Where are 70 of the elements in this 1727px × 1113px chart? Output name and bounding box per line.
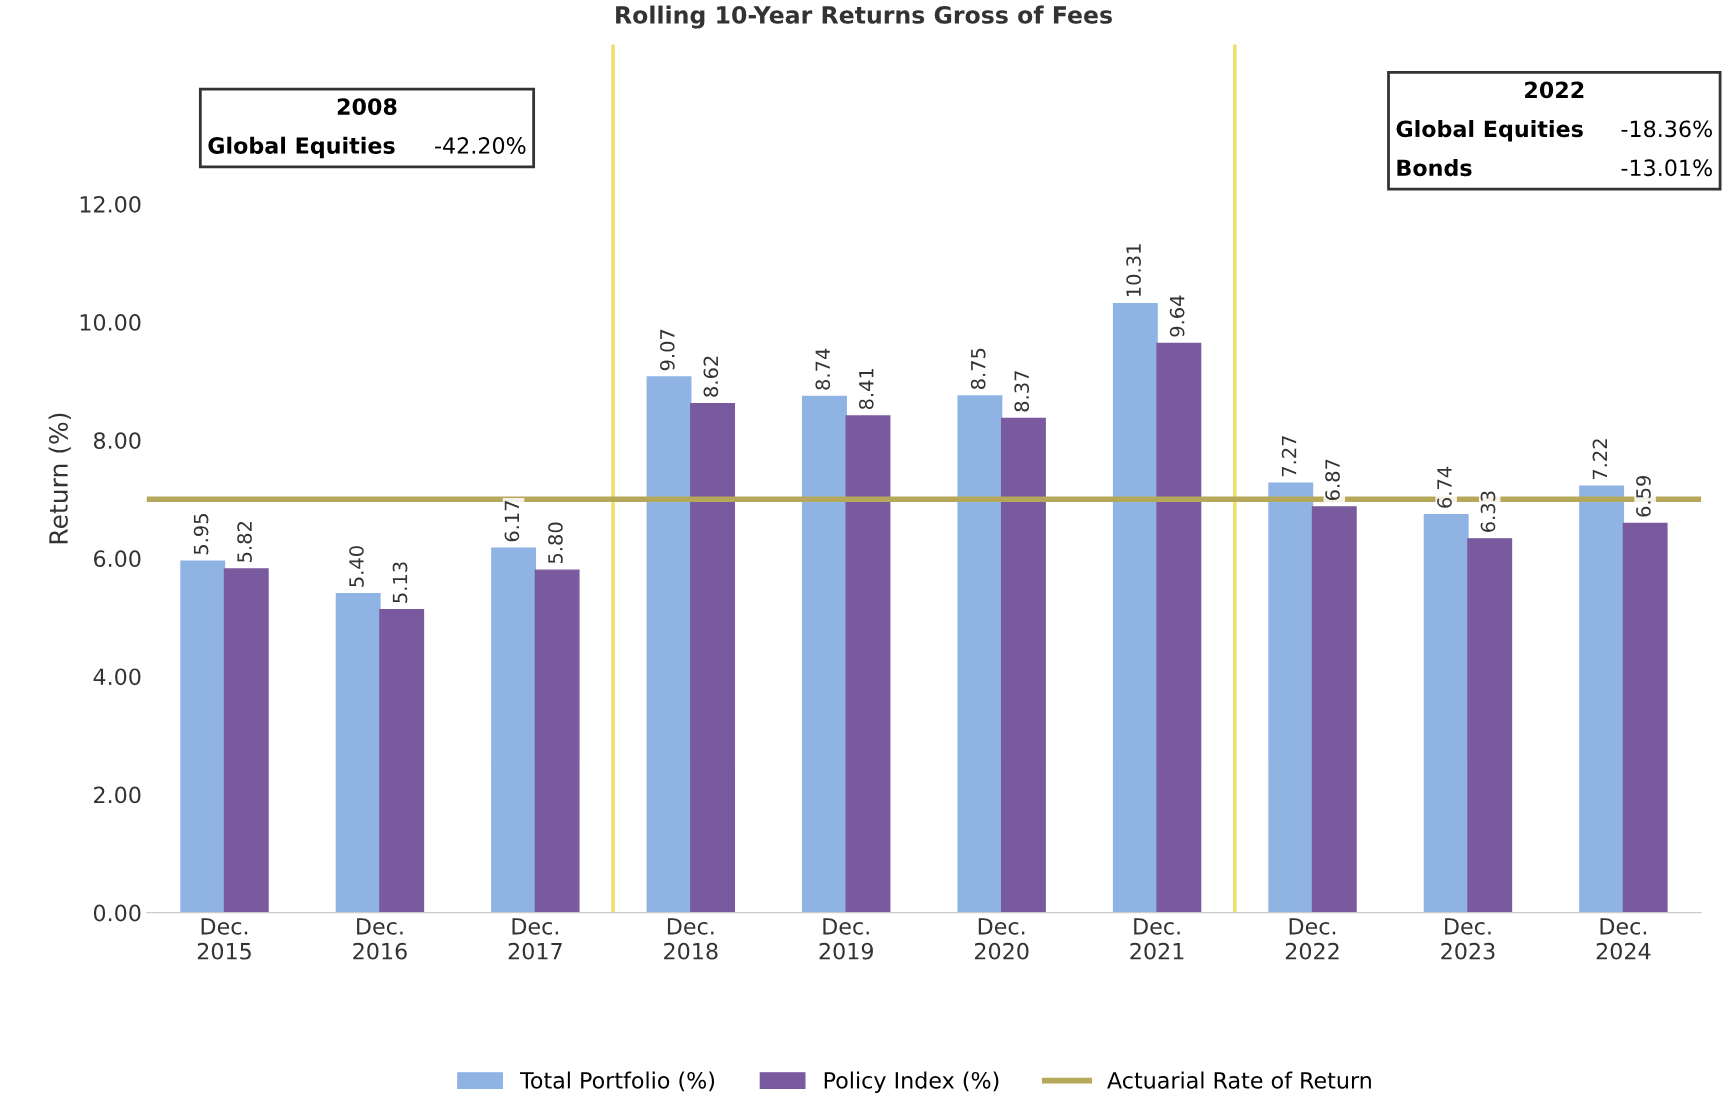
bar [1423, 513, 1469, 913]
data-label: 6.33 [1480, 491, 1496, 532]
legend-label: Actuarial Rate of Return [1107, 1071, 1371, 1089]
chart-title: Rolling 10-Year Returns Gross of Fees [616, 5, 1112, 29]
bar [379, 609, 425, 913]
legend-label: Total Portfolio (%) [519, 1071, 715, 1092]
legend-label: Policy Index (%) [824, 1071, 999, 1093]
bar [1311, 506, 1357, 913]
bar [534, 569, 580, 913]
bar [1579, 485, 1625, 913]
bar [1000, 417, 1046, 913]
data-label: 6.87 [1325, 459, 1340, 501]
data-label: 5.13 [392, 562, 408, 603]
data-label: 8.37 [1014, 371, 1030, 412]
y-axis-title: Return (%) [48, 413, 71, 544]
annotation: Bonds [1397, 158, 1472, 177]
data-label: 7.27 [1281, 436, 1297, 477]
x-tick-label: Dec. 2020 [975, 918, 1029, 960]
data-label: 6.59 [1636, 475, 1651, 517]
bar [491, 547, 537, 913]
y-tick-label: 0.00 [93, 904, 141, 922]
data-label: 5.40 [349, 546, 364, 587]
x-tick-label: Dec. 2022 [1285, 918, 1339, 960]
bar [1467, 538, 1513, 913]
data-label: 5.80 [548, 522, 563, 564]
data-label: 6.17 [504, 501, 520, 542]
data-label: 9.64 [1169, 295, 1185, 337]
y-tick-label: 10.00 [80, 314, 141, 331]
annotation: Global Equities [208, 136, 395, 159]
y-tick-label: 4.00 [93, 668, 141, 686]
data-label: 10.31 [1126, 244, 1141, 297]
x-tick-label: Dec. 2019 [819, 918, 873, 960]
annotation: 2008 [337, 98, 397, 115]
data-label: 5.95 [193, 514, 209, 555]
y-tick-label: 2.00 [94, 786, 141, 804]
data-label: 7.22 [1592, 439, 1607, 480]
annotation: -42.20% [435, 137, 526, 154]
data-label: 5.82 [237, 522, 252, 562]
x-tick-label: Dec. 2021 [1130, 918, 1184, 960]
x-tick-label: Dec. 2023 [1441, 918, 1495, 960]
bar [1622, 522, 1668, 913]
y-tick-label: 8.00 [93, 432, 141, 449]
data-label: 8.75 [970, 348, 986, 390]
data-label: 9.07 [659, 329, 675, 371]
annotation: Global Equities [1396, 120, 1583, 142]
annotation: 2022 [1525, 81, 1584, 99]
bar [1156, 342, 1202, 913]
data-label: 8.74 [815, 348, 831, 390]
bar [957, 395, 1003, 913]
bar [690, 402, 736, 913]
bar [646, 376, 692, 913]
x-tick-label: Dec. 2015 [197, 918, 251, 960]
y-tick-label: 6.00 [94, 550, 141, 568]
bar [223, 568, 269, 913]
annotation: -13.01% [1621, 159, 1712, 177]
x-tick-label: Dec. 2024 [1596, 918, 1651, 960]
bar [845, 415, 891, 913]
data-label: 8.41 [858, 368, 874, 410]
x-tick-label: Dec. 2016 [353, 918, 407, 960]
bar [1268, 482, 1314, 913]
data-label: 8.62 [703, 356, 719, 397]
bar [335, 593, 381, 913]
annotation: -18.36% [1621, 120, 1712, 138]
bar [180, 560, 226, 913]
bar [802, 395, 847, 913]
x-tick-label: Dec. 2018 [664, 918, 718, 960]
bar [1112, 303, 1158, 913]
y-tick-label: 12.00 [80, 195, 141, 213]
x-tick-label: Dec. 2017 [508, 918, 562, 960]
data-label: 6.74 [1437, 466, 1452, 508]
